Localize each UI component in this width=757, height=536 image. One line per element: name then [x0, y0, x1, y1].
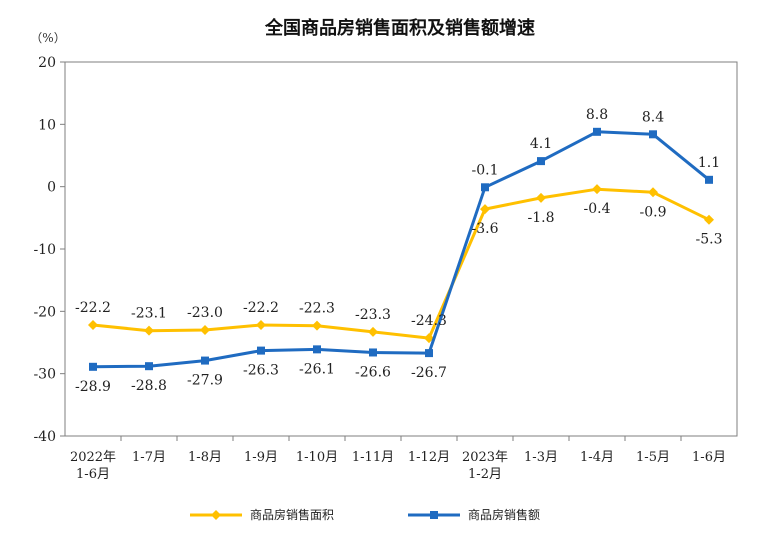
y-tick-label: -40 [33, 429, 56, 445]
series-2-point [537, 157, 545, 166]
y-tick-label: -20 [33, 304, 56, 320]
x-tick-label-line: 2022年 [70, 450, 116, 465]
x-tick-label: 1-8月 [188, 450, 222, 465]
legend-marker-1 [211, 510, 221, 520]
x-tick-label-line: 1-8月 [188, 450, 222, 465]
series-1-point [424, 333, 434, 344]
data-label: -22.2 [75, 300, 111, 316]
x-tick-label-line: 1-2月 [468, 467, 502, 482]
x-tick-label-line: 1-12月 [408, 450, 450, 465]
data-label: 8.8 [586, 107, 608, 123]
series-1-point [144, 325, 154, 336]
data-label: -22.3 [299, 301, 335, 317]
x-tick-label-line: 1-11月 [352, 450, 394, 465]
x-tick-label-line: 1-10月 [296, 450, 338, 465]
x-tick-label: 1-10月 [296, 450, 338, 465]
x-tick-label-line: 1-9月 [244, 450, 278, 465]
data-label: -0.4 [584, 201, 611, 217]
x-tick-label: 1-5月 [636, 450, 670, 465]
legend: 商品房销售面积 商品房销售额 [190, 507, 540, 522]
data-labels: -22.2 -23.1 -23.0 -22.2 -22.3 -23.3 -24.3 -3.6 -… [75, 107, 722, 395]
x-tick-label-line: 1-7月 [132, 450, 166, 465]
series-2-point [369, 348, 377, 357]
x-tick-label-line: 1-4月 [580, 450, 614, 465]
chart-title: 全国商品房销售面积及销售额增速 [264, 17, 535, 39]
legend-label-1: 商品房销售面积 [250, 507, 334, 522]
data-label: 1.1 [698, 155, 720, 171]
x-tick-label-line: 1-6月 [76, 467, 110, 482]
data-label: -26.6 [355, 364, 391, 380]
series-line-1 [92, 187, 710, 340]
x-tick-label: 1-4月 [580, 450, 614, 465]
series-2-point [201, 356, 209, 365]
series-2-point [89, 362, 97, 371]
x-tick-label: 2023年 1-2月 [462, 450, 508, 482]
series-2-point [481, 183, 489, 192]
axes: 20 10 0 -10 -20 -30 -40 2022年 1-6月 1-7月 1-8月 1-9月 1-… [33, 55, 738, 482]
series-2-point [593, 127, 601, 136]
legend-label-2: 商品房销售额 [468, 507, 540, 522]
data-label: -28.9 [75, 379, 111, 395]
series-1-point [200, 325, 210, 336]
series-1-point [480, 204, 490, 215]
y-tick-label: -10 [33, 242, 56, 258]
series-2-point [649, 130, 657, 139]
series-2-point [425, 349, 433, 358]
data-label: 4.1 [530, 136, 552, 152]
data-label: -26.1 [299, 361, 335, 377]
series-1-point [592, 184, 602, 195]
series-2-point [145, 362, 153, 371]
y-tick-label: 20 [38, 55, 56, 71]
series-1-point [368, 326, 378, 337]
data-label: -0.9 [640, 204, 667, 220]
series-1-point [704, 214, 714, 225]
data-label: 8.4 [642, 109, 664, 125]
x-tick-label: 1-7月 [132, 450, 166, 465]
series-2-point [257, 346, 265, 355]
y-tick-label: 10 [38, 117, 56, 133]
x-tick-label: 2022年 1-6月 [70, 450, 116, 482]
x-tick-label: 1-6月 [692, 450, 726, 465]
data-label: -0.1 [472, 162, 499, 178]
x-tick-label-line: 1-3月 [524, 450, 558, 465]
data-label: -23.1 [131, 306, 167, 322]
x-tick-label: 1-9月 [244, 450, 278, 465]
x-tick-label: 1-3月 [524, 450, 558, 465]
x-tick-label-line: 1-6月 [692, 450, 726, 465]
x-tick-label-line: 1-5月 [636, 450, 670, 465]
data-label: -24.3 [411, 313, 447, 329]
series-layer [88, 127, 714, 371]
x-tick-label-line: 2023年 [462, 450, 508, 465]
y-tick-label: -30 [33, 367, 56, 383]
series-1-point [88, 320, 98, 331]
data-label: -1.8 [528, 210, 555, 226]
data-label: -28.8 [131, 378, 167, 394]
series-1-point [256, 320, 266, 331]
legend-marker-2 [430, 511, 438, 519]
data-label: -22.2 [243, 300, 279, 316]
data-label: -27.9 [187, 373, 223, 389]
data-label: -23.0 [187, 305, 223, 321]
series-2-point [313, 345, 321, 354]
series-1-point [536, 192, 546, 203]
data-label: -5.3 [696, 232, 723, 248]
data-label: -26.3 [243, 363, 279, 379]
data-label: -26.7 [411, 365, 447, 381]
x-tick-label: 1-11月 [352, 450, 394, 465]
series-line-2 [92, 130, 710, 369]
y-axis-unit: （%） [30, 31, 65, 45]
y-tick-label: 0 [47, 180, 56, 196]
x-tick-label: 1-12月 [408, 450, 450, 465]
data-label: -23.3 [355, 307, 391, 323]
series-1-point [312, 320, 322, 331]
data-label: -3.6 [472, 221, 499, 237]
series-1-point [648, 187, 658, 198]
series-2-point [705, 175, 713, 184]
